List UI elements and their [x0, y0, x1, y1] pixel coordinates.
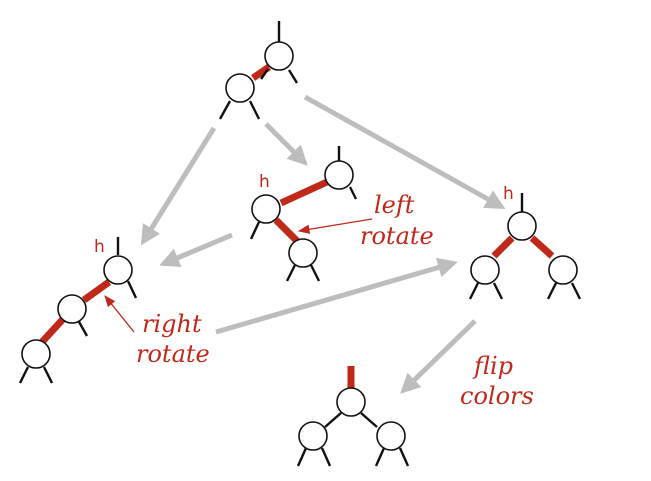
red-link [81, 279, 112, 303]
label-flip-colors-line2: colors [460, 382, 534, 410]
label-flip-colors-line1: flip [472, 352, 513, 380]
tree-node [225, 73, 255, 103]
tree-node [21, 339, 51, 369]
tree-node [470, 255, 500, 285]
red-link [491, 235, 515, 259]
tree-left-rotate: h [249, 146, 358, 282]
arrow-left-rotate-to-right-rotate [159, 232, 233, 268]
tree-node [57, 294, 87, 324]
red-link [529, 235, 555, 259]
tree-node [103, 255, 133, 285]
arrow-right-rotate-to-flip-tree [215, 257, 458, 335]
right-rotate-pointer [104, 295, 135, 333]
tree-node [288, 238, 318, 268]
tree-node [336, 387, 366, 417]
red-link [251, 64, 271, 81]
arrow-flip-to-result [400, 319, 477, 394]
flow-arrows [140, 94, 506, 394]
red-link [279, 178, 329, 207]
node-h-label: h [94, 237, 105, 257]
arrow-top-to-left-rotate-tree [264, 122, 308, 166]
label-flip-colors: flip colors [460, 352, 534, 410]
tree-right-rotate: h [18, 237, 138, 384]
label-left-rotate-line2: rotate [360, 222, 434, 250]
tree-node [376, 421, 406, 451]
tree-before-flip: h [468, 184, 582, 300]
label-right-rotate-line1: right [142, 310, 202, 338]
tree-node [264, 41, 294, 71]
label-left-rotate-line1: left [374, 191, 415, 219]
tree-node [251, 194, 281, 224]
tree-after-flip [296, 366, 410, 467]
label-right-rotate-line2: rotate [136, 340, 210, 368]
tree-node [507, 211, 537, 241]
arrow-top-to-right-rotate-tree [140, 126, 217, 246]
red-link [39, 315, 67, 345]
tree-top [218, 21, 299, 120]
tree-node [324, 160, 354, 190]
red-link [273, 217, 300, 244]
tree-node [298, 421, 328, 451]
left-rotate-pointer [297, 218, 373, 234]
node-h-label: h [503, 184, 514, 204]
node-h-label: h [259, 172, 270, 192]
label-left-rotate: left rotate [297, 191, 434, 250]
arrow-top-to-flip-tree [303, 94, 506, 210]
label-right-rotate: right rotate [104, 295, 210, 368]
tree-node [548, 255, 578, 285]
